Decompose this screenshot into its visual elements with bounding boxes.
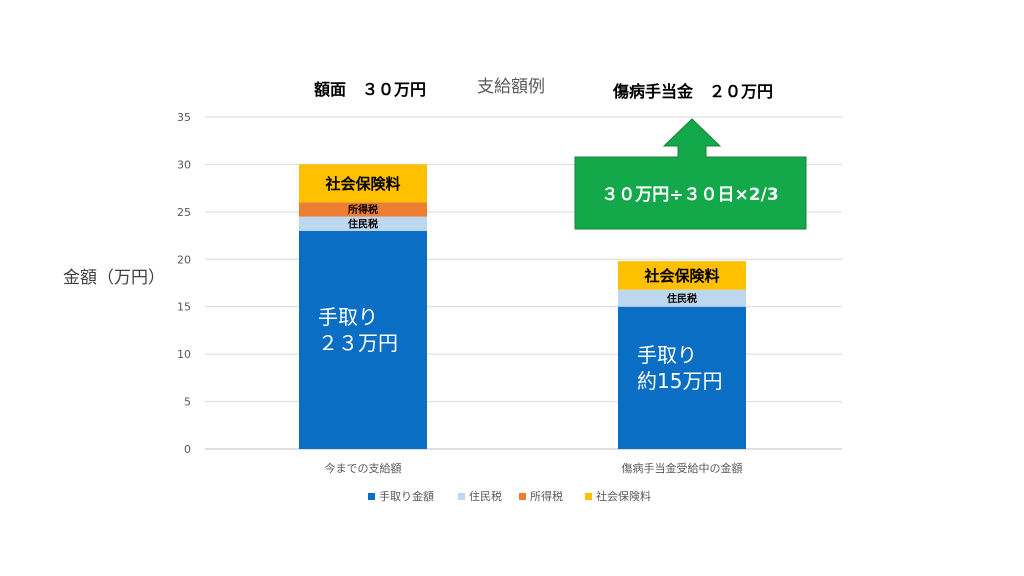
callout-text: ３０万円÷３０日×2/3 <box>601 185 778 205</box>
legend-item: 手取り金額 <box>368 489 434 503</box>
x-tick-label: 傷病手当金受給中の金額 <box>622 461 743 475</box>
legend-swatch <box>458 493 465 500</box>
legend-item: 社会保険料 <box>585 489 651 503</box>
x-tick-label: 今までの支給額 <box>325 461 402 475</box>
chart-title: 支給額例 <box>477 77 545 97</box>
legend-item: 住民税 <box>458 489 502 503</box>
legend: 手取り金額 住民税 所得税 社会保険料 <box>368 489 651 503</box>
legend-item: 所得税 <box>519 489 563 503</box>
left-header: 額面 ３０万円 <box>313 80 426 99</box>
y-tick-label: 10 <box>177 348 191 361</box>
bar-segment <box>299 216 427 231</box>
legend-swatch <box>519 493 526 500</box>
segment-label: 手取り２３万円 <box>318 305 398 355</box>
segment-label: 社会保険料 <box>643 267 719 285</box>
y-tick-label: 0 <box>184 443 191 456</box>
y-tick-label: 5 <box>184 396 191 409</box>
bar-segment <box>299 230 427 449</box>
bar-segment <box>618 306 746 449</box>
bar-segment <box>618 261 746 290</box>
legend-swatch <box>585 493 592 500</box>
legend-label: 社会保険料 <box>596 489 651 503</box>
callout-arrow: ３０万円÷３０日×2/3 <box>574 118 807 230</box>
legend-label: 所得税 <box>530 489 563 503</box>
y-tick-label: 15 <box>177 301 191 314</box>
y-tick-label: 20 <box>177 253 191 266</box>
right-header: 傷病手当金 ２０万円 <box>612 82 773 101</box>
x-tick-labels: 今までの支給額 傷病手当金受給中の金額 <box>325 461 743 475</box>
segment-label: 所得税 <box>348 203 378 216</box>
segment-label: 住民税 <box>667 292 697 305</box>
y-tick-labels: 0 5 10 15 20 25 30 35 <box>177 111 191 456</box>
y-tick-label: 25 <box>177 206 191 219</box>
segment-label: 住民税 <box>348 217 378 230</box>
segment-label: 手取り約15万円 <box>637 343 722 393</box>
bar-segment <box>299 202 427 217</box>
y-tick-label: 35 <box>177 111 191 124</box>
legend-label: 住民税 <box>469 489 502 503</box>
bar-segment <box>618 289 746 307</box>
y-tick-label: 30 <box>177 158 191 171</box>
bar-segment <box>299 164 427 203</box>
legend-label: 手取り金額 <box>379 489 434 503</box>
legend-swatch <box>368 493 375 500</box>
segment-label: 社会保険料 <box>324 175 400 193</box>
callout-arrow-shape <box>574 118 807 230</box>
y-axis-label: 金額（万円） <box>63 268 165 288</box>
